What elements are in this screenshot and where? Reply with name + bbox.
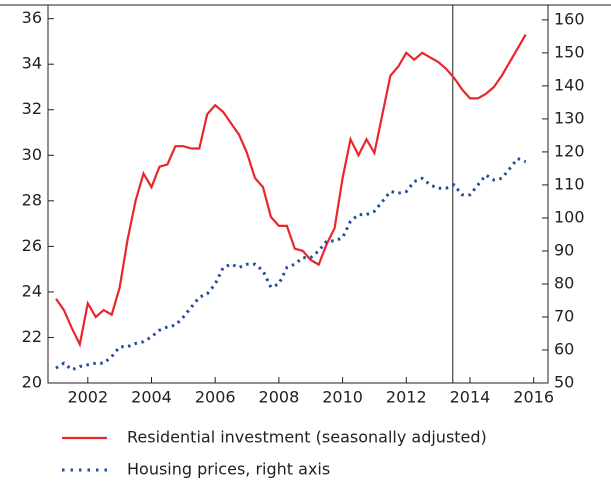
x-tick-label: 2016 [513,388,554,407]
x-tick-label: 2014 [450,388,491,407]
x-tick-label: 2012 [386,388,427,407]
y2-tick-label: 90 [554,240,574,259]
series-line [55,156,527,372]
y-tick-label: 30 [22,145,42,164]
y-tick-label: 22 [22,327,42,346]
series-line [55,34,527,348]
y2-tick-label: 130 [554,108,585,127]
y-tick-label: 34 [22,54,42,73]
x-tick-label: 2004 [131,388,172,407]
x-tick-label: 2002 [67,388,108,407]
y-tick-label: 32 [22,99,42,118]
x-tick-label: 2008 [259,388,300,407]
y2-tick-label: 60 [554,339,574,358]
y-tick-label: 36 [22,8,42,27]
y2-tick-label: 120 [554,141,585,160]
y-tick-label: 28 [22,190,42,209]
legend-label: Housing prices, right axis [127,460,330,479]
y2-tick-label: 50 [554,373,574,392]
y-tick-label: 24 [22,281,42,300]
y2-tick-label: 140 [554,75,585,94]
y2-tick-label: 100 [554,207,585,226]
legend-label: Residential investment (seasonally adjus… [127,428,487,447]
y2-tick-label: 150 [554,42,585,61]
y-tick-label: 26 [22,236,42,255]
y-tick-label: 20 [22,373,42,392]
y2-tick-label: 80 [554,273,574,292]
plot-frame [47,4,549,384]
y2-tick-label: 110 [554,174,585,193]
y2-tick-label: 70 [554,306,574,325]
y2-tick-label: 160 [554,9,585,28]
x-tick-label: 2010 [322,388,363,407]
x-tick-label: 2006 [195,388,236,407]
